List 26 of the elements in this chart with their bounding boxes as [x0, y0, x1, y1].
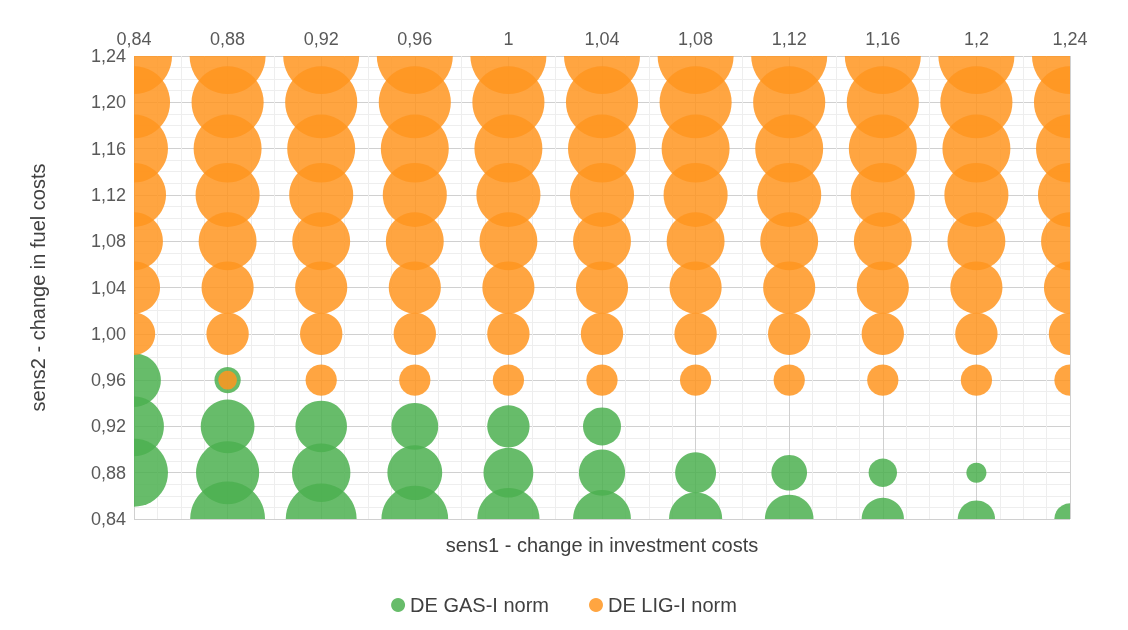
legend-label: DE LIG-I norm [608, 594, 737, 616]
y-tick-label: 0,96 [90, 370, 126, 391]
x-tick-label: 1,16 [865, 29, 901, 49]
x-tick-label: 1,24 [1052, 29, 1088, 49]
y-tick-label: 1,20 [90, 92, 126, 113]
y-tick-label: 0,84 [90, 509, 126, 529]
x-tick-label: 1,04 [584, 29, 620, 49]
x-tick-label: 1,08 [678, 29, 714, 49]
x-tick-label: 0,84 [116, 29, 152, 49]
x-axis-title: sens1 - change in investment costs [445, 534, 759, 556]
x-tick-label: 0,92 [303, 29, 339, 49]
y-axis-title: sens2 - change in fuel costs [27, 163, 49, 412]
y-tick-label: 1,24 [90, 46, 126, 66]
x-tick-label: 0,96 [397, 29, 433, 49]
y-tick-label: 0,92 [90, 416, 126, 437]
x-tick-label: 1,12 [771, 29, 807, 49]
x-tick-label: 0,88 [210, 29, 246, 49]
y-tick-label: 1,04 [90, 277, 126, 298]
x-tick-label: 1,2 [963, 29, 989, 49]
y-tick-label: 1,00 [90, 323, 126, 344]
x-tick-label: 1 [503, 29, 514, 49]
legend-label: DE GAS-I norm [410, 594, 550, 616]
y-tick-label: 1,16 [90, 138, 126, 159]
y-tick-label: 1,08 [90, 231, 126, 252]
y-tick-label: 0,88 [90, 462, 126, 483]
y-tick-label: 1,12 [90, 184, 126, 205]
